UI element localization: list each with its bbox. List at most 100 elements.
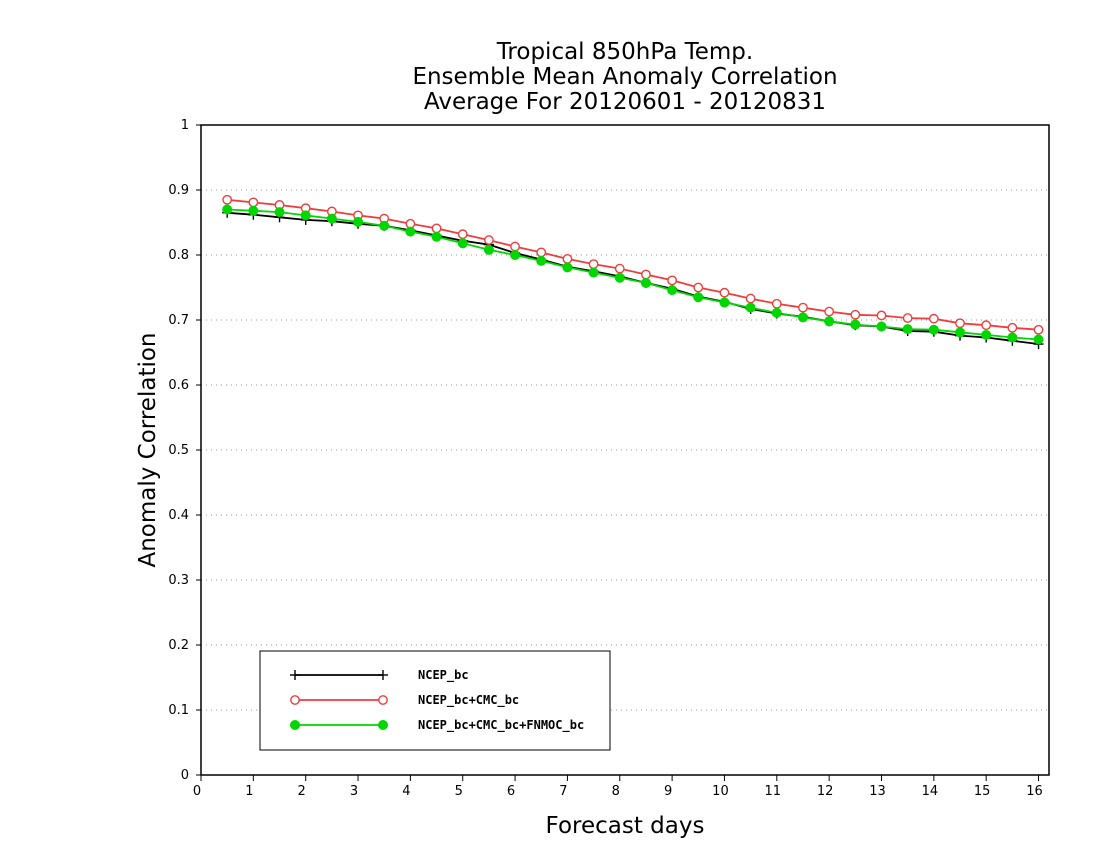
x-tick-label: 11 (765, 784, 782, 799)
y-axis-title: Anomaly Correlation (135, 332, 161, 567)
filled-circle-marker (562, 262, 573, 273)
filled-circle-marker (274, 207, 285, 218)
y-tick-label: 0.9 (168, 183, 189, 198)
filled-circle-marker (693, 292, 704, 303)
filled-circle-marker (797, 312, 808, 323)
series-1 (222, 207, 1044, 350)
filled-circle-marker (667, 285, 678, 296)
filled-circle-marker (955, 327, 966, 338)
chart-title-line-3: Average For 20120601 - 20120831 (424, 89, 826, 115)
y-tick-label: 0.1 (168, 703, 189, 718)
open-circle-marker (719, 287, 730, 298)
filled-circle-marker (510, 250, 521, 260)
filled-circle-marker (536, 255, 547, 266)
open-circle-marker (771, 298, 782, 309)
x-tick-label: 5 (455, 784, 463, 799)
x-tick-label: 4 (402, 784, 410, 799)
y-axis: 0 0.1 0.2 0.3 0.4 0.5 0.6 0.7 0.8 0.9 1 (168, 118, 201, 783)
legend: NCEP_bc NCEP_bc+CMC_bc NCEP_bc+CMC_bc+FNMO… (259, 650, 611, 751)
open-circle-marker (667, 275, 678, 286)
x-tick-label: 2 (298, 784, 306, 799)
filled-circle-marker (326, 213, 337, 224)
legend-entry: NCEP_bc+CMC_bc+FNMOC_bc (290, 718, 584, 733)
filled-circle-marker (1007, 332, 1018, 343)
open-circle-marker (955, 318, 965, 329)
x-tick-label: 15 (974, 784, 991, 799)
legend-label: NCEP_bc+CMC_bc+FNMOC_bc (418, 718, 584, 733)
y-tick-label: 1 (181, 118, 189, 133)
open-circle-marker (693, 282, 704, 293)
filled-circle-marker (431, 231, 442, 242)
filled-circle-marker (640, 277, 651, 288)
x-tick-label: 7 (559, 784, 567, 799)
legend-label: NCEP_bc (418, 668, 469, 683)
legend-entry: NCEP_bc+CMC_bc (290, 693, 519, 708)
x-tick-label: 13 (869, 784, 886, 799)
y-tick-label: 0.2 (168, 638, 189, 653)
open-circle-marker (536, 247, 547, 258)
filled-circle-marker (353, 216, 364, 227)
chart-title: Tropical 850hPa Temp. Ensemble Mean Anom… (412, 39, 837, 115)
filled-circle-marker (248, 205, 259, 216)
filled-circle-marker (824, 316, 835, 327)
open-circle-marker (641, 269, 651, 280)
filled-circle-marker (876, 321, 887, 332)
series-3 (222, 204, 1044, 345)
chart-title-line-2: Ensemble Mean Anomaly Correlation (412, 64, 837, 90)
open-circle-marker (876, 310, 887, 321)
filled-circle-marker (405, 226, 416, 237)
legend-entry: NCEP_bc (290, 668, 469, 683)
open-circle-marker (484, 235, 494, 245)
data-series (222, 194, 1044, 350)
open-circle-marker (902, 313, 913, 323)
open-circle-marker (1007, 322, 1018, 333)
open-circle-marker (824, 306, 835, 317)
x-tick-label: 8 (612, 784, 620, 799)
open-circle-marker (981, 320, 992, 331)
filled-circle-marker (457, 238, 468, 249)
filled-circle-marker (719, 297, 730, 308)
filled-circle-marker (614, 272, 625, 283)
series-line (227, 198, 1039, 331)
series-2 (222, 194, 1044, 335)
x-tick-label: 10 (712, 784, 729, 799)
plus-marker (378, 670, 388, 680)
y-tick-label: 0.3 (168, 573, 189, 588)
x-tick-label: 3 (350, 784, 358, 799)
series-line (227, 211, 1039, 345)
filled-circle-marker (771, 307, 782, 318)
x-tick-label: 14 (922, 784, 939, 799)
y-tick-label: 0 (181, 768, 189, 783)
open-circle-marker (431, 223, 442, 234)
filled-circle-marker (290, 720, 300, 730)
x-tick-label: 16 (1026, 784, 1043, 799)
open-circle-marker (248, 197, 259, 208)
chart-title-line-1: Tropical 850hPa Temp. (496, 39, 753, 65)
open-circle-marker (614, 263, 625, 274)
y-tick-label: 0.7 (168, 313, 189, 328)
filled-circle-marker (378, 720, 388, 730)
plus-marker (290, 670, 300, 680)
filled-circle-marker (928, 324, 939, 335)
x-tick-label: 1 (245, 784, 253, 799)
open-circle-marker (850, 309, 861, 320)
open-circle-marker (457, 229, 468, 240)
open-circle-marker (798, 302, 808, 313)
open-circle-marker (510, 241, 520, 252)
x-axis: 0 1 2 3 4 5 6 7 8 9 10 11 12 13 14 15 16 (193, 775, 1043, 799)
x-axis-title: Forecast days (546, 813, 705, 839)
open-circle-marker (928, 313, 939, 324)
x-tick-label: 12 (817, 784, 834, 799)
filled-circle-marker (902, 324, 913, 335)
open-circle-marker (745, 293, 756, 304)
x-tick-label: 0 (193, 784, 201, 799)
open-circle-marker (222, 194, 233, 205)
filled-circle-marker (850, 319, 861, 330)
open-circle-marker (290, 695, 300, 705)
filled-circle-marker (981, 329, 992, 340)
y-tick-label: 0.8 (168, 248, 189, 263)
y-tick-label: 0.6 (168, 378, 189, 393)
open-circle-marker (1033, 324, 1044, 335)
y-gridlines (201, 189, 1049, 711)
